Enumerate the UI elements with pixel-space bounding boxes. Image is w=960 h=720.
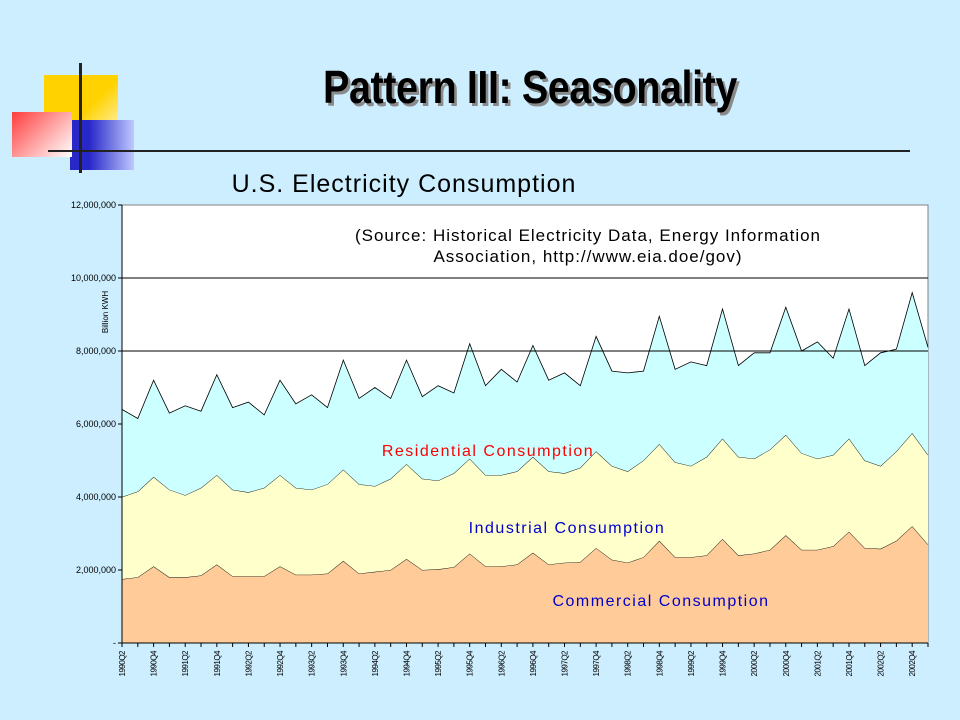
residential-line xyxy=(121,291,929,420)
x-tick-label: 2001Q2 xyxy=(813,650,822,677)
x-tick-label: 1996Q4 xyxy=(529,650,538,677)
x-tick-label: 2000Q2 xyxy=(750,650,759,677)
x-tick-label: 2000Q4 xyxy=(782,650,791,677)
x-tick-label: 2002Q4 xyxy=(908,650,917,677)
x-tick-label: 1990Q4 xyxy=(150,650,159,677)
x-tick-label: 2002Q2 xyxy=(877,650,886,677)
industrial-area xyxy=(122,433,928,580)
chart-title: U.S. Electricity Consumption xyxy=(232,170,577,198)
source-annotation-line-2: Association, http://www.eia.doe/gov) xyxy=(433,247,742,266)
x-tick-label: 1999Q2 xyxy=(687,650,696,677)
decor-red-square xyxy=(12,112,72,157)
x-tick-label: 1992Q4 xyxy=(276,650,285,677)
x-tick-label: 1998Q4 xyxy=(655,650,664,677)
industrial-label: Industrial Consumption xyxy=(469,520,666,537)
commercial-label: Commercial Consumption xyxy=(552,593,769,610)
x-tick-label: 1994Q4 xyxy=(403,650,412,677)
x-tick-label: 1991Q2 xyxy=(181,650,190,677)
x-tick-label: 2001Q4 xyxy=(845,650,854,677)
y-tick-label: 12,000,000 xyxy=(71,200,116,210)
x-tick-label: 1997Q2 xyxy=(561,650,570,677)
x-tick-label: 1995Q2 xyxy=(434,650,443,677)
x-tick-label: 1994Q2 xyxy=(371,650,380,677)
decor-vertical-line xyxy=(79,63,82,173)
y-tick-label: 8,000,000 xyxy=(76,346,116,356)
slide-title: Pattern III: Seasonality xyxy=(322,61,737,113)
residential-label: Residential Consumption xyxy=(382,443,594,460)
y-tick-label: - xyxy=(113,638,116,648)
x-tick-label: 1992Q2 xyxy=(244,650,253,677)
x-tick-label: 1998Q2 xyxy=(624,650,633,677)
source-annotation-line-1: (Source: Historical Electricity Data, En… xyxy=(355,226,821,245)
y-tick-label: 4,000,000 xyxy=(76,492,116,502)
x-tick-label: 1990Q2 xyxy=(118,650,127,677)
x-tick-label: 1993Q2 xyxy=(308,650,317,677)
title-underline xyxy=(48,150,910,152)
y-tick-label: 2,000,000 xyxy=(76,565,116,575)
residential-area xyxy=(122,292,928,497)
x-tick-label: 1991Q4 xyxy=(213,650,222,677)
x-tick-label: 1996Q2 xyxy=(497,650,506,677)
y-tick-label: 6,000,000 xyxy=(76,419,116,429)
y-tick-label: 10,000,000 xyxy=(71,273,116,283)
x-tick-label: 1997Q4 xyxy=(592,650,601,677)
commercial-area xyxy=(122,526,928,643)
x-tick-label: 1993Q4 xyxy=(339,650,348,677)
x-tick-label: 1999Q4 xyxy=(719,650,728,677)
y-axis-label: Billion KWH xyxy=(101,291,110,333)
x-tick-label: 1995Q4 xyxy=(466,650,475,677)
